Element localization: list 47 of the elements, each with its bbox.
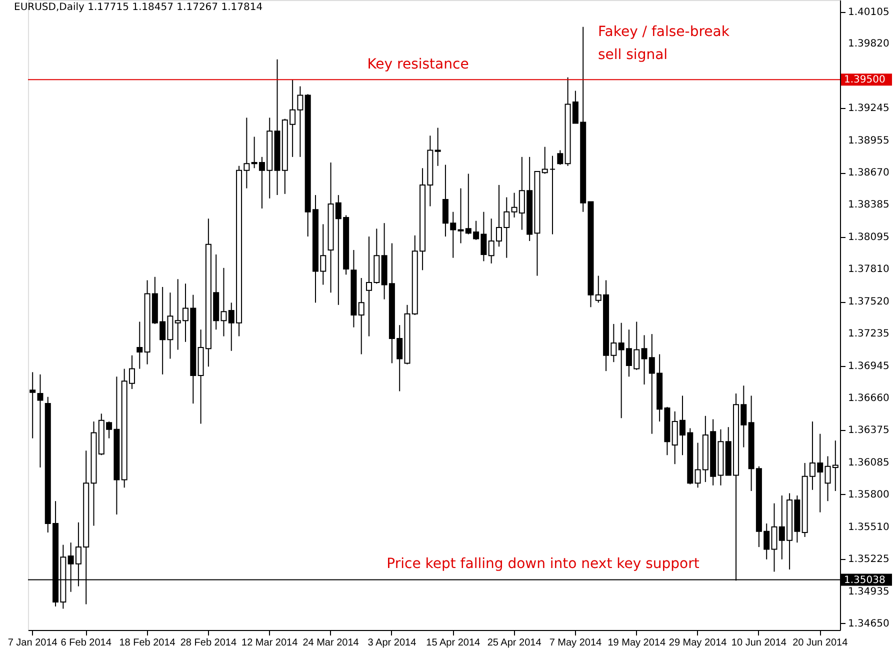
candlestick <box>557 150 564 166</box>
x-tick-label: 28 Feb 2014 <box>180 638 237 648</box>
y-tick-label: 1.36945 <box>848 361 890 372</box>
y-tick-label: 1.39245 <box>848 103 890 114</box>
candlestick <box>550 155 556 235</box>
y-tick-label: 1.37235 <box>848 328 890 340</box>
y-tick-label: 1.35800 <box>848 489 890 500</box>
y-tick-label: 1.37520 <box>848 296 890 308</box>
candlestick <box>434 127 441 166</box>
x-tick-label: 24 Mar 2014 <box>302 638 360 648</box>
x-tick-label: 15 Apr 2014 <box>426 638 481 648</box>
y-tick-label: 1.36375 <box>848 424 890 436</box>
y-tick-label: 1.38385 <box>848 200 890 211</box>
x-tick-label: 20 Jun 2014 <box>792 638 848 648</box>
y-tick-label: 1.37810 <box>848 264 890 276</box>
x-tick-label: 19 May 2014 <box>608 638 666 648</box>
x-tick-label: 7 Jan 2014 <box>8 638 58 648</box>
ref-line-label: 1.39500 <box>844 74 886 86</box>
y-tick-label: 1.40105 <box>848 6 890 18</box>
annotation: Fakey / false-break sell signal <box>598 24 730 63</box>
annotation: Price kept falling down into next key support <box>386 556 700 572</box>
candlestick <box>358 278 364 355</box>
y-tick-label: 1.35225 <box>848 554 890 565</box>
x-tick-label: 3 Apr 2014 <box>368 638 417 648</box>
candlestick <box>30 372 36 439</box>
y-tick-label: 1.38955 <box>848 136 890 147</box>
chart-title: EURUSD,Daily 1.17715 1.18457 1.17267 1.17814 <box>14 2 263 13</box>
x-tick-label: 6 Feb 2014 <box>60 638 112 648</box>
x-tick-label: 10 Jun 2014 <box>731 638 787 648</box>
x-tick-label: 7 May 2014 <box>549 638 602 648</box>
ref-line-label: 1.35038 <box>844 574 886 586</box>
candlestick <box>37 374 44 468</box>
y-tick-label: 1.36085 <box>848 457 890 468</box>
x-tick-label: 25 Apr 2014 <box>487 638 542 648</box>
y-tick-label: 1.34650 <box>848 618 890 630</box>
y-tick-label: 1.39820 <box>848 38 890 50</box>
candlestick <box>136 321 143 370</box>
candlestick <box>542 146 548 174</box>
y-tick-label: 1.34935 <box>848 586 890 598</box>
annotation: Key resistance <box>367 56 469 73</box>
y-tick-label: 1.36660 <box>848 392 890 404</box>
y-tick-label: 1.38670 <box>848 168 890 179</box>
y-tick-label: 1.35510 <box>848 522 890 533</box>
x-tick-label: 12 Mar 2014 <box>242 638 298 648</box>
x-tick-label: 29 May 2014 <box>668 638 728 648</box>
x-tick-label: 18 Feb 2014 <box>119 638 176 648</box>
y-tick-label: 1.38095 <box>848 232 890 244</box>
